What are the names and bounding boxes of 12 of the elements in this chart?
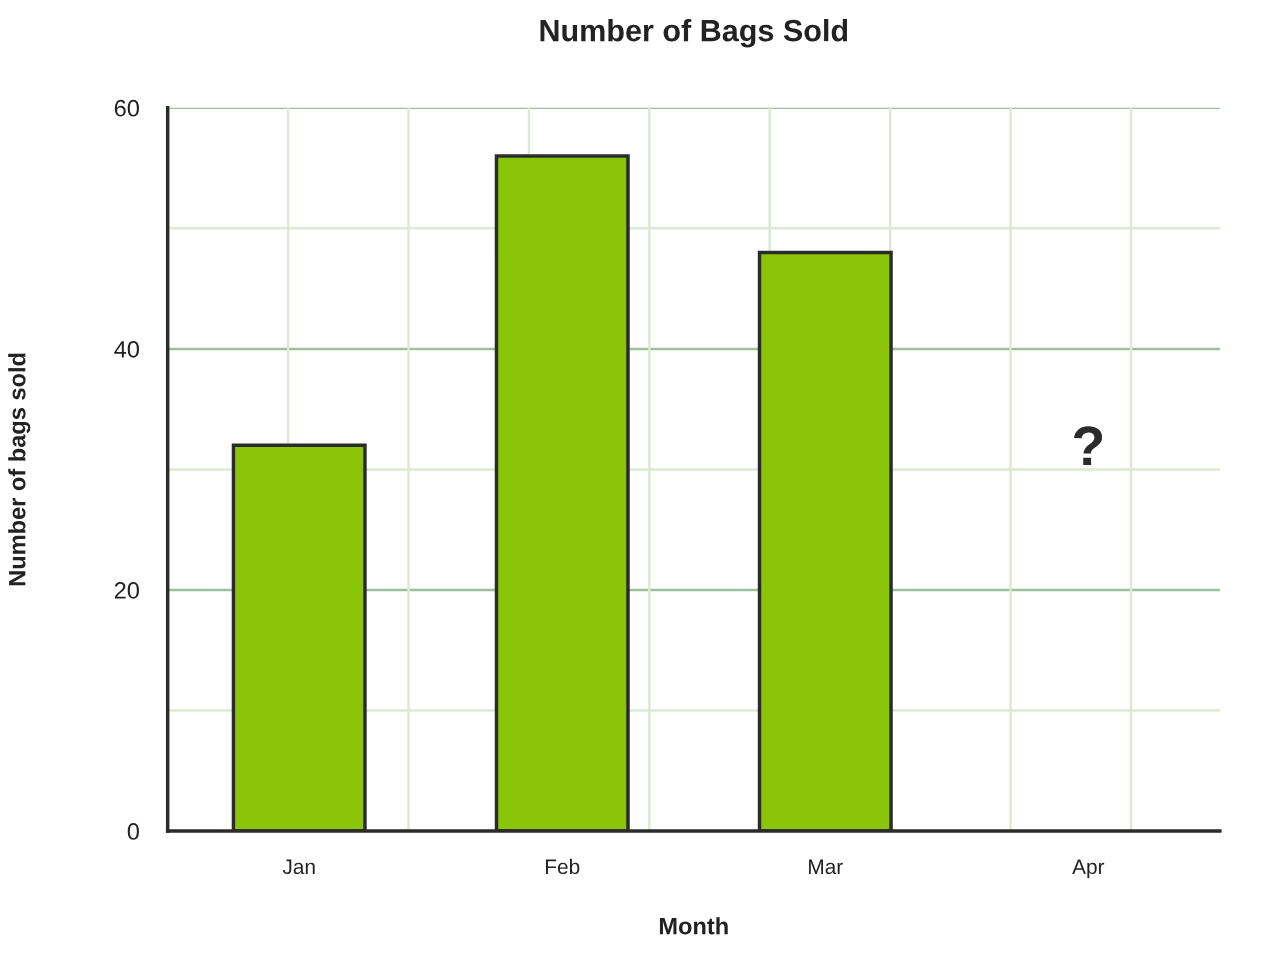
y-tick-label: 0 (127, 823, 139, 840)
x-tick-label: Apr (1072, 859, 1105, 879)
y-tick-label: 20 (114, 582, 139, 599)
x-tick-label: Jan (282, 859, 315, 875)
y-axis-title: Number of bags sold (8, 353, 31, 586)
annotation: ? (1073, 426, 1103, 466)
x-tick-label: Mar (809, 859, 843, 875)
y-tick-label: 40 (114, 340, 139, 358)
y-tick-label: 60 (114, 99, 139, 117)
chart-title: Number of Bags Sold (540, 18, 848, 48)
x-axis-title: Month (659, 917, 728, 935)
x-tick-label: Feb (546, 858, 580, 875)
